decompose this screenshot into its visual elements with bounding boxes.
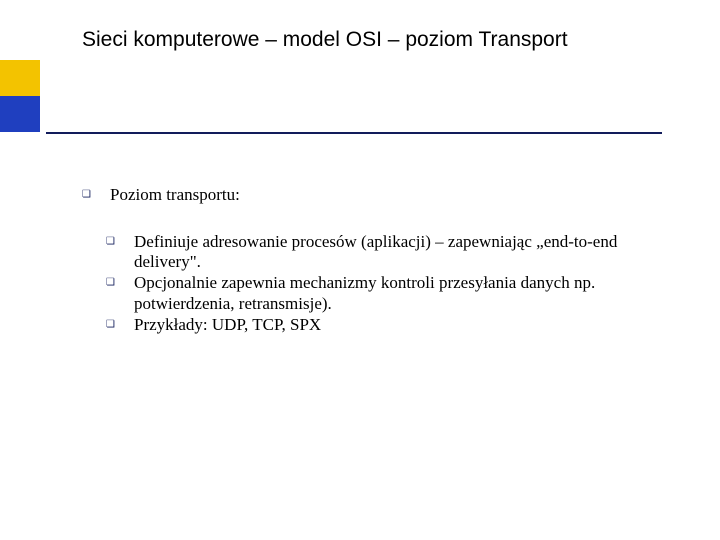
main-bullet-row: ❏ Poziom transportu: — [82, 185, 662, 206]
sub-bullet-block: ❏ Definiuje adresowanie procesów (aplika… — [106, 232, 662, 336]
sub-bullet-row: ❏ Przykłady: UDP, TCP, SPX — [106, 315, 662, 336]
accent-bar-bottom — [0, 96, 40, 132]
accent-bar-top — [0, 60, 40, 96]
slide-body: ❏ Poziom transportu: ❏ Definiuje adresow… — [82, 185, 662, 335]
square-bullet-icon: ❏ — [82, 185, 110, 200]
sub-bullet-row: ❏ Definiuje adresowanie procesów (aplika… — [106, 232, 662, 273]
accent-bar — [0, 60, 40, 132]
sub-bullet-text: Przykłady: UDP, TCP, SPX — [134, 315, 321, 336]
square-bullet-icon: ❏ — [106, 232, 134, 247]
square-bullet-icon: ❏ — [106, 315, 134, 330]
square-bullet-icon: ❏ — [106, 273, 134, 288]
main-bullet-text: Poziom transportu: — [110, 185, 240, 206]
sub-bullet-text: Definiuje adresowanie procesów (aplikacj… — [134, 232, 662, 273]
sub-bullet-row: ❏ Opcjonalnie zapewnia mechanizmy kontro… — [106, 273, 662, 314]
sub-bullet-text: Opcjonalnie zapewnia mechanizmy kontroli… — [134, 273, 662, 314]
title-underline — [46, 132, 662, 134]
slide-title: Sieci komputerowe – model OSI – poziom T… — [82, 28, 568, 52]
